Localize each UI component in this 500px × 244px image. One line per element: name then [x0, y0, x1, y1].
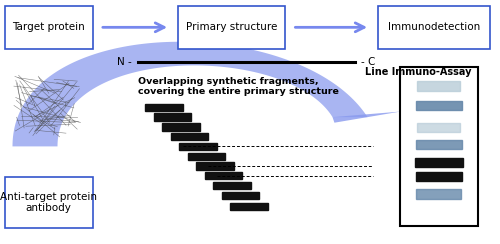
- Bar: [204, 172, 242, 179]
- Bar: [196, 162, 234, 170]
- Text: - C: - C: [361, 57, 376, 67]
- Text: Overlapping synthetic fragments,
covering the entire primary structure: Overlapping synthetic fragments, coverin…: [138, 77, 338, 96]
- Polygon shape: [332, 112, 400, 123]
- Bar: [213, 182, 250, 189]
- Bar: [230, 203, 268, 210]
- Bar: [222, 192, 259, 199]
- Bar: [400, 67, 477, 226]
- Bar: [418, 123, 460, 132]
- Bar: [179, 143, 216, 150]
- Bar: [188, 152, 225, 160]
- FancyBboxPatch shape: [5, 6, 92, 49]
- Bar: [154, 113, 191, 121]
- Text: Anti-target protein
antibody: Anti-target protein antibody: [0, 192, 97, 213]
- Bar: [416, 140, 462, 149]
- Bar: [416, 101, 462, 110]
- FancyBboxPatch shape: [5, 177, 92, 228]
- Bar: [416, 172, 462, 181]
- Text: Immunodetection: Immunodetection: [388, 22, 480, 32]
- FancyBboxPatch shape: [378, 6, 490, 49]
- Text: Target protein: Target protein: [12, 22, 85, 32]
- Bar: [418, 81, 460, 91]
- Text: Line Immuno-Assay: Line Immuno-Assay: [365, 67, 472, 77]
- FancyBboxPatch shape: [178, 6, 285, 49]
- Polygon shape: [12, 42, 368, 146]
- Bar: [414, 158, 463, 167]
- Bar: [162, 123, 200, 131]
- Bar: [416, 189, 461, 199]
- Text: N -: N -: [117, 57, 132, 67]
- Text: Primary structure: Primary structure: [186, 22, 277, 32]
- Bar: [145, 104, 182, 111]
- Bar: [170, 133, 208, 140]
